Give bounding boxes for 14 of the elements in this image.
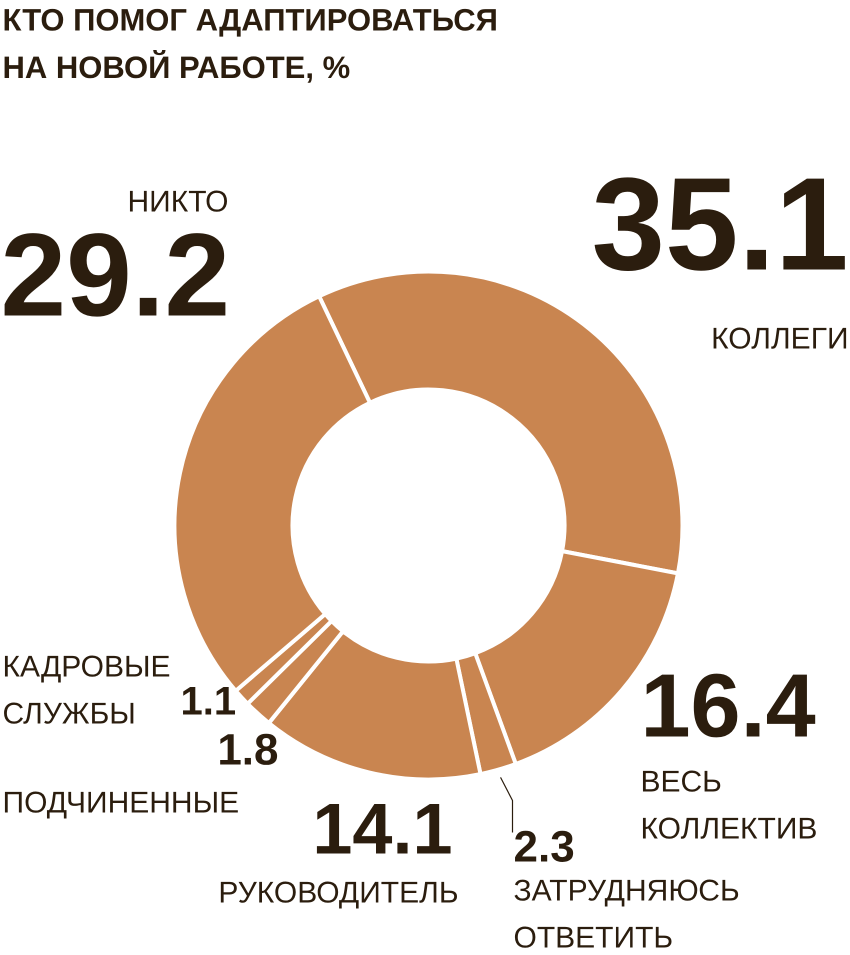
slice-label: ВЕСЬ КОЛЛЕКТИВ [640, 766, 818, 846]
data-label: 14.1 [312, 790, 453, 870]
chart-title: КТО ПОМОГ АДАПТИРОВАТЬСЯ НА НОВОЙ РАБОТЕ, % [2, 2, 498, 85]
data-label: 1.8 [217, 726, 279, 774]
data-label: 2.3 [514, 822, 575, 872]
slice-label: ЗАТРУДНЯЮСЬ ОТВЕТИТЬ [514, 874, 740, 955]
slice-label: КОЛЛЕГИ [711, 322, 849, 356]
slice-label: ПОДЧИНЕННЫЕ [2, 786, 240, 820]
slice-label: РУКОВОДИТЕЛЬ [218, 876, 459, 910]
data-label: 1.1 [180, 680, 236, 724]
slice-label: КАДРОВЫЕ СЛУЖБЫ [2, 650, 171, 731]
data-label: 16.4 [640, 656, 816, 756]
data-label: 35.1 [592, 150, 849, 298]
slice-label: НИКТО [127, 186, 228, 218]
